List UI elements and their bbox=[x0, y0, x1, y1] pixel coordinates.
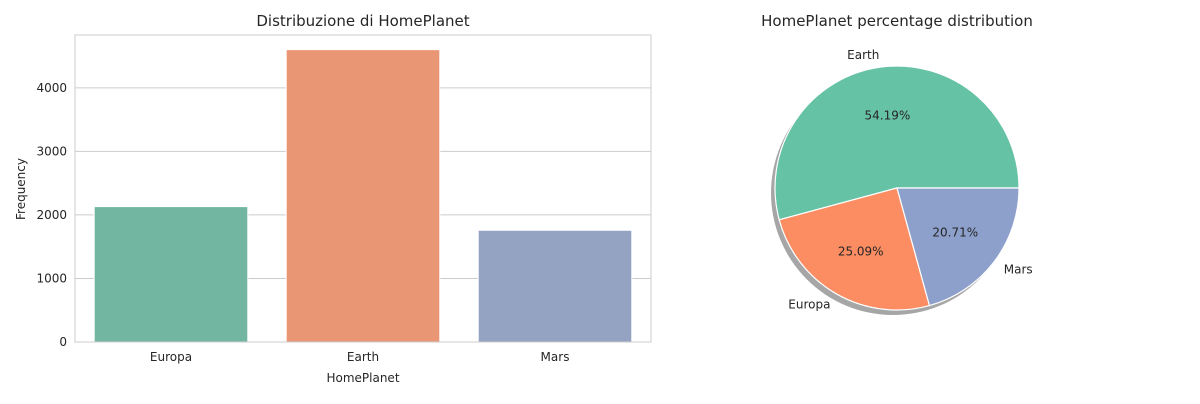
bar-x-tick-label: Mars bbox=[541, 350, 570, 364]
bar-plot-frame bbox=[74, 34, 652, 343]
pie-slices bbox=[774, 65, 1020, 311]
bar-x-tick-label: Europa bbox=[150, 350, 192, 364]
pie-label: Europa bbox=[788, 298, 830, 312]
bar-y-axis-label: Frequency bbox=[14, 158, 28, 220]
bar-bars bbox=[93, 49, 633, 343]
pie-percent-label: 25.09% bbox=[838, 245, 884, 259]
bar-mars bbox=[477, 229, 633, 343]
pie-labels: Earth 54.19% Europa 25.09% Mars 20.71% bbox=[788, 48, 1032, 312]
pie-slice-mars bbox=[896, 187, 1020, 307]
bar-x-tick-labels: Europa Earth Mars bbox=[150, 350, 570, 364]
bar-x-tick-label: Earth bbox=[347, 350, 379, 364]
pie-percent-label: 20.71% bbox=[932, 225, 978, 239]
bar-chart-title: Distribuzione di HomePlanet bbox=[256, 12, 469, 30]
bar-y-tick-labels: 0 1000 2000 3000 4000 bbox=[36, 81, 67, 349]
bar-y-tick-label: 3000 bbox=[36, 144, 67, 158]
bar-y-tick-label: 1000 bbox=[36, 271, 67, 285]
pie-label: Earth bbox=[847, 48, 879, 62]
bar-europa bbox=[93, 206, 249, 343]
pie-slice-europa bbox=[778, 187, 931, 311]
pie-slice-earth bbox=[774, 65, 1020, 221]
bar-chart: Distribuzione di HomePlanet 0 1000 2000 300… bbox=[14, 12, 652, 385]
bar-x-axis-label: HomePlanet bbox=[326, 371, 399, 385]
pie-chart-title: HomePlanet percentage distribution bbox=[761, 12, 1033, 30]
pie-label: Mars bbox=[1004, 262, 1033, 276]
bar-y-tick-label: 2000 bbox=[36, 208, 67, 222]
bar-y-tick-label: 4000 bbox=[36, 81, 67, 95]
bar-y-tick-label: 0 bbox=[59, 335, 67, 349]
pie-chart: HomePlanet percentage distribution Earth… bbox=[761, 12, 1033, 315]
bar-earth bbox=[285, 49, 441, 343]
pie-percent-label: 54.19% bbox=[864, 108, 910, 122]
